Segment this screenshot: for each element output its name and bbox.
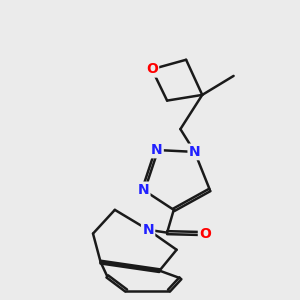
Text: N: N xyxy=(142,223,154,237)
Text: N: N xyxy=(137,183,149,197)
Text: O: O xyxy=(199,226,211,241)
Text: N: N xyxy=(189,145,200,159)
Text: N: N xyxy=(151,143,163,157)
Text: O: O xyxy=(146,62,158,76)
